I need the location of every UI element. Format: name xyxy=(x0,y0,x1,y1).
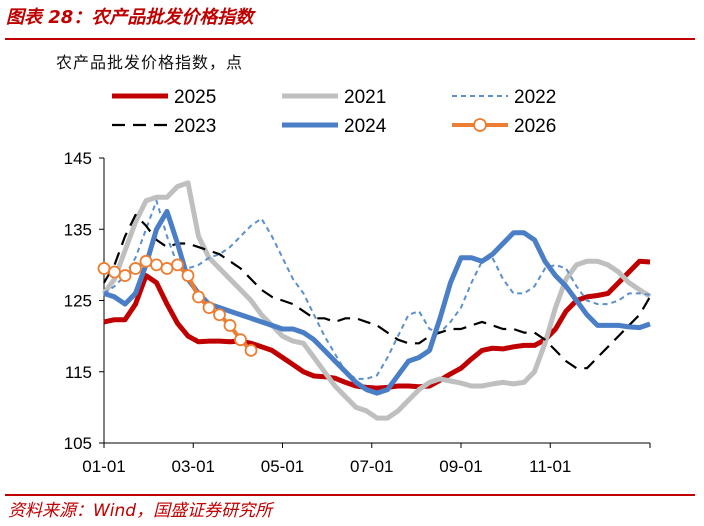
y-tick-label-145: 145 xyxy=(64,149,92,168)
series-line-2023 xyxy=(103,213,651,370)
figure-title: 图表 28：农产品批发价格指数 xyxy=(6,7,254,28)
x-tick-label-07-01: 07-01 xyxy=(350,457,393,476)
series-line-2022 xyxy=(103,199,651,380)
series-point-2026-13 xyxy=(234,333,247,347)
series-2024 xyxy=(103,208,651,396)
series-line-2024 xyxy=(103,208,651,396)
series-point-2026-1 xyxy=(108,265,121,279)
series-point-2026-6 xyxy=(160,262,174,275)
series-point-2026-12 xyxy=(223,319,237,332)
legend-item-2023: 2023 xyxy=(112,116,216,137)
legend-label-2025: 2025 xyxy=(174,87,216,108)
x-tick-label-09-01: 09-01 xyxy=(439,457,482,476)
series-point-2026-0 xyxy=(97,262,111,275)
series-point-2026-7 xyxy=(171,258,184,272)
series-2026 xyxy=(97,254,258,357)
legend-item-2024: 2024 xyxy=(282,116,387,137)
series-point-2026-11 xyxy=(213,308,226,322)
series-2021 xyxy=(101,180,652,421)
series-point-2026-10 xyxy=(202,301,216,315)
chart-legend: 2025 2021 2022 2023 2024 2026 xyxy=(112,87,556,137)
series-line-2025 xyxy=(103,258,651,391)
legend-label-2026: 2026 xyxy=(514,116,556,137)
series-point-2026-3 xyxy=(129,262,142,275)
series-layer xyxy=(97,180,652,421)
series-point-2026-14 xyxy=(244,343,258,357)
series-point-2026-4 xyxy=(139,254,153,268)
series-2025 xyxy=(103,258,651,391)
series-point-2026-2 xyxy=(118,269,132,282)
legend-marker-2026 xyxy=(473,118,487,132)
chart-axes: 105 115 125 135 145 01-01 03-01 05-01 07-01 09-01… xyxy=(64,149,651,476)
title-rule xyxy=(5,38,695,40)
legend-label-2021: 2021 xyxy=(344,87,386,108)
legend-item-2021: 2021 xyxy=(282,87,386,108)
y-tick-label-105: 105 xyxy=(64,434,92,453)
legend-label-2022: 2022 xyxy=(514,87,556,108)
x-tick-label-11-01: 11-01 xyxy=(529,457,571,476)
series-line-2021 xyxy=(101,180,652,421)
legend-label-2023: 2023 xyxy=(174,116,216,137)
y-tick-label-135: 135 xyxy=(64,220,92,239)
source-rule xyxy=(5,494,695,496)
series-point-2026-9 xyxy=(192,290,205,304)
y-tick-label-115: 115 xyxy=(65,363,92,382)
series-point-2026-5 xyxy=(150,258,163,272)
x-tick-label-05-01: 05-01 xyxy=(261,457,304,476)
series-point-2026-8 xyxy=(181,269,195,282)
legend-item-2022: 2022 xyxy=(452,87,556,108)
chart-subtitle: 农产品批发价格指数，点 xyxy=(56,53,244,72)
x-tick-label-03-01: 03-01 xyxy=(172,457,215,476)
legend-item-2025: 2025 xyxy=(112,87,216,108)
source-note: 资料来源：Wind，国盛证券研究所 xyxy=(8,501,273,521)
y-tick-label-125: 125 xyxy=(64,292,92,311)
legend-label-2024: 2024 xyxy=(344,116,387,137)
series-2023 xyxy=(103,213,651,370)
series-2022 xyxy=(103,199,651,380)
x-tick-label-01-01: 01-01 xyxy=(82,457,125,476)
legend-item-2026: 2026 xyxy=(452,116,556,137)
